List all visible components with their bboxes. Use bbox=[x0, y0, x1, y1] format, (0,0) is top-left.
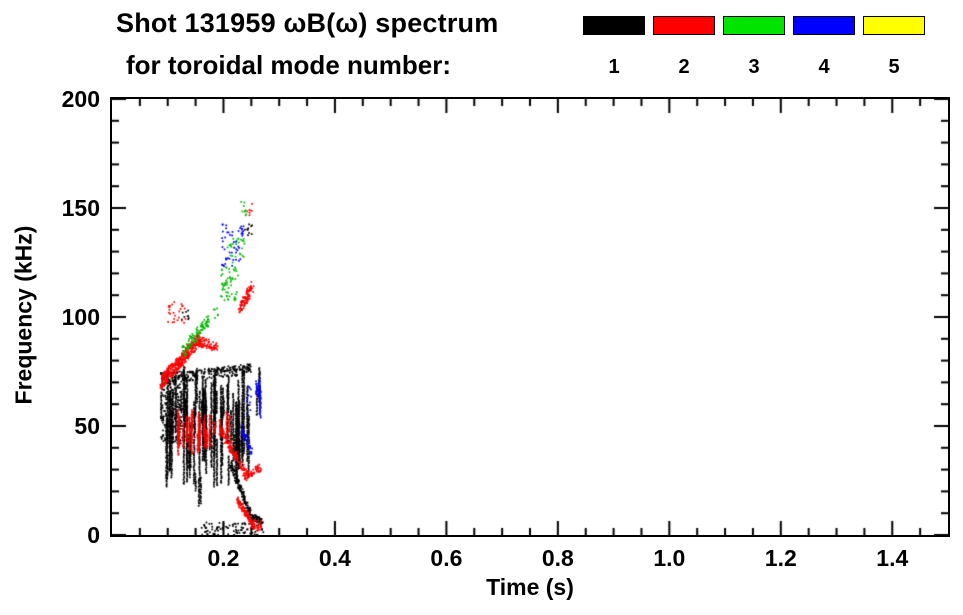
legend-numbers: 1 2 3 4 5 bbox=[583, 56, 925, 79]
y-axis-label: Frequency (kHz) bbox=[10, 225, 37, 405]
x-tick-label: 0.2 bbox=[207, 545, 240, 571]
legend-number-3: 3 bbox=[748, 56, 760, 78]
chart-title-line2: for toroidal mode number: bbox=[126, 50, 451, 80]
x-axis-label: Time (s) bbox=[486, 574, 574, 600]
legend-number-2: 2 bbox=[678, 56, 690, 78]
legend-swatch-3 bbox=[723, 16, 785, 35]
chart-canvas bbox=[112, 99, 948, 535]
chart-title-line1: Shot 131959 ωB(ω) spectrum bbox=[116, 8, 499, 38]
x-tick-label: 1.4 bbox=[876, 545, 909, 571]
y-tick-label: 150 bbox=[61, 195, 100, 221]
legend-swatch-2 bbox=[653, 16, 715, 35]
y-tick-label: 100 bbox=[61, 304, 100, 330]
plot-area bbox=[110, 97, 950, 537]
legend-number-4: 4 bbox=[818, 56, 830, 78]
x-tick-label: 0.6 bbox=[430, 545, 463, 571]
x-tick-label: 0.8 bbox=[541, 545, 574, 571]
y-tick-label: 200 bbox=[61, 86, 100, 112]
y-tick-label: 50 bbox=[74, 413, 100, 439]
legend-swatches bbox=[583, 16, 925, 35]
y-tick-label: 0 bbox=[87, 522, 100, 548]
legend-number-1: 1 bbox=[608, 56, 620, 78]
x-tick-label: 0.4 bbox=[318, 545, 351, 571]
x-tick-label: 1.2 bbox=[764, 545, 797, 571]
legend-swatch-1 bbox=[583, 16, 645, 35]
x-tick-label: 1.0 bbox=[653, 545, 686, 571]
legend-swatch-5 bbox=[863, 16, 925, 35]
legend-swatch-4 bbox=[793, 16, 855, 35]
legend-number-5: 5 bbox=[888, 56, 900, 78]
